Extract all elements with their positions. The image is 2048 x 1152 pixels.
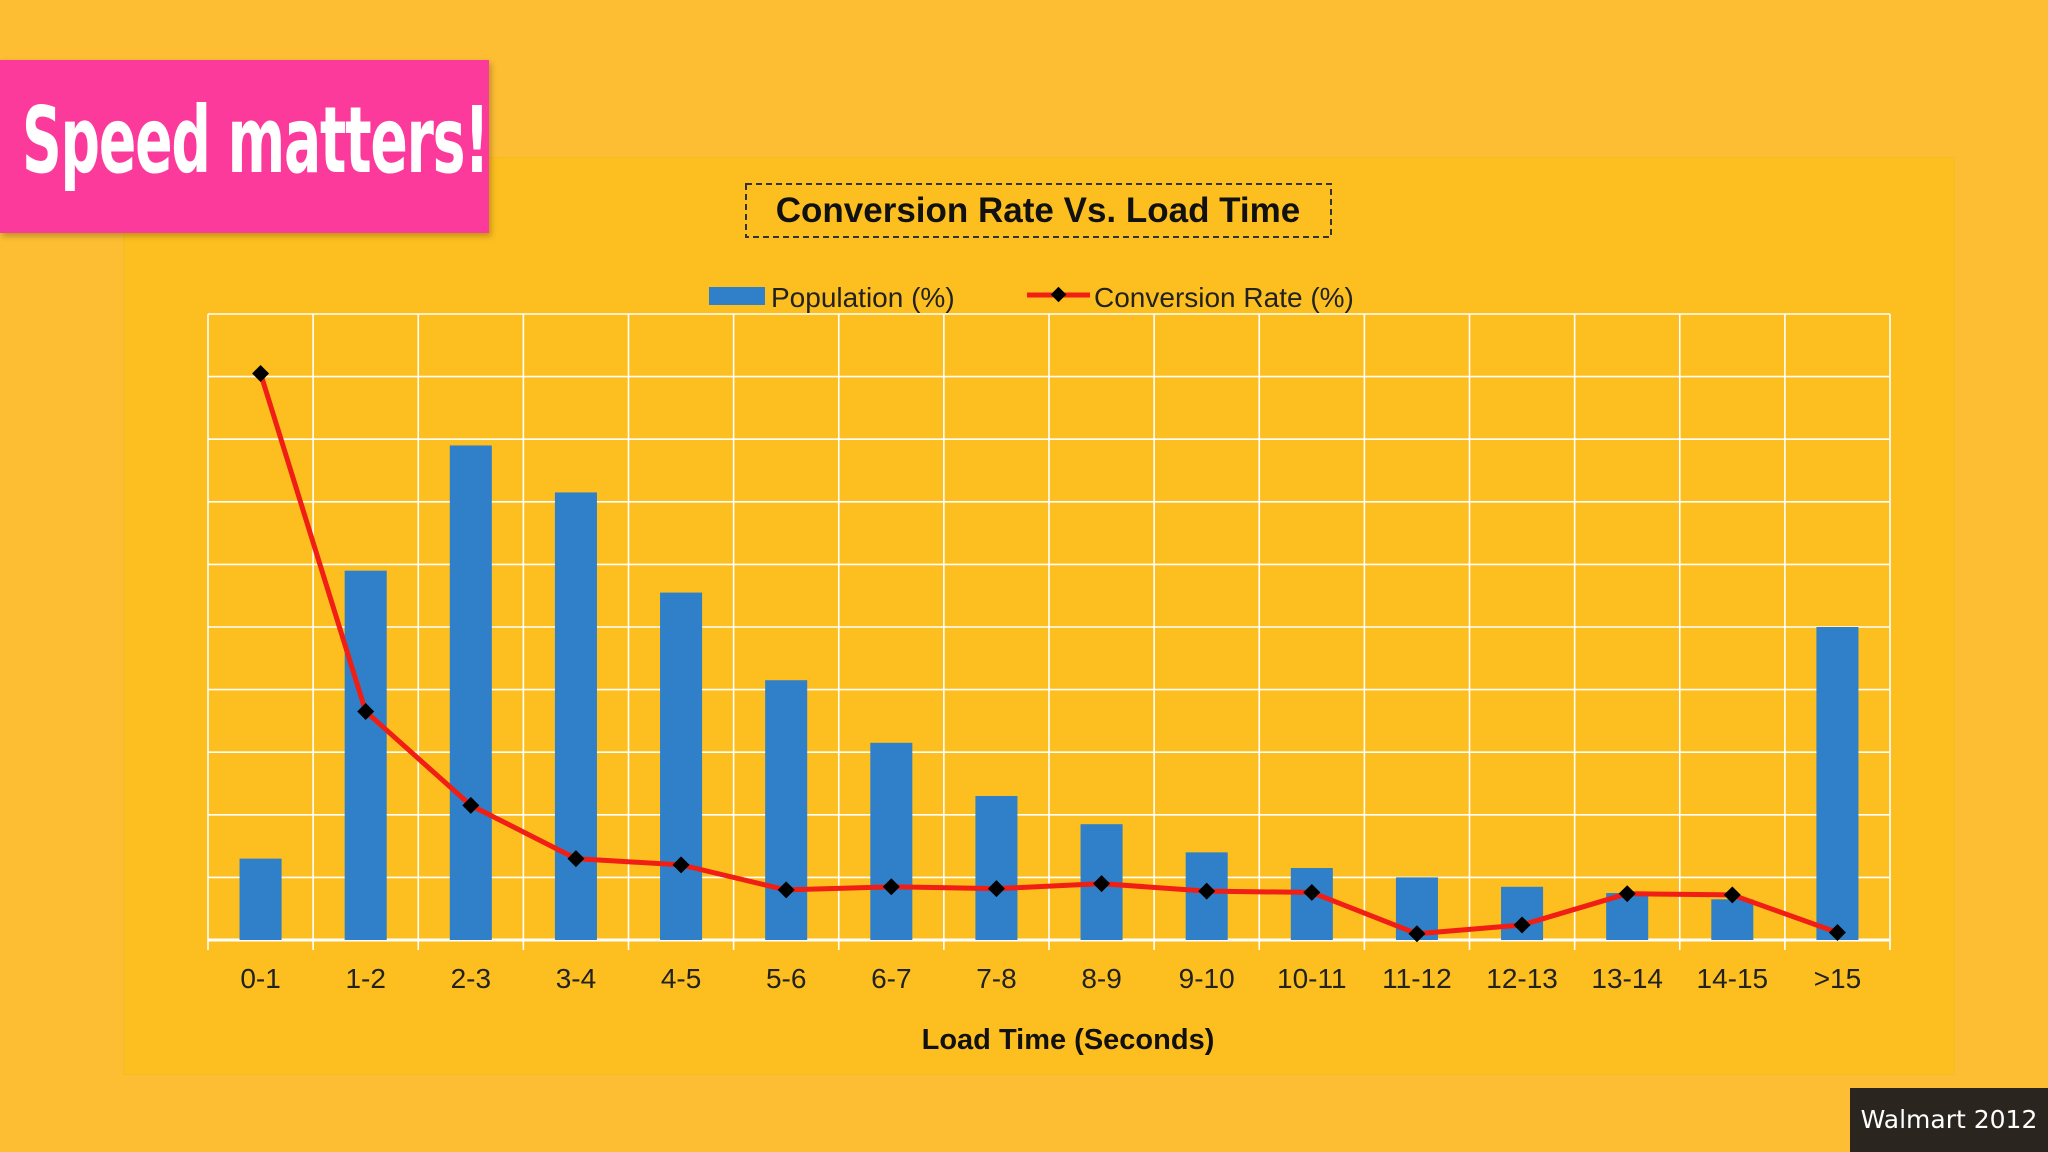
marker->15 xyxy=(1828,924,1846,941)
marker-10-11 xyxy=(1303,883,1321,901)
x-tick-label: 10-11 xyxy=(1277,963,1347,994)
bar->15 xyxy=(1816,627,1859,940)
x-tick-label: 1-2 xyxy=(345,963,385,994)
marker-7-8 xyxy=(987,880,1005,898)
chart-title: Conversion Rate Vs. Load Time xyxy=(776,191,1301,230)
chart-panel xyxy=(124,158,1954,1074)
conversion-rate-line xyxy=(258,372,1839,937)
marker-9-10 xyxy=(1198,882,1216,900)
marker-3-4 xyxy=(567,850,585,868)
x-tick-label: 5-6 xyxy=(766,963,806,994)
x-tick-label: 4-5 xyxy=(661,963,701,994)
bar-0-1 xyxy=(239,858,282,940)
line-series xyxy=(252,364,1846,943)
bar-14-15 xyxy=(1711,899,1754,940)
x-tick-label: 2-3 xyxy=(451,963,491,994)
x-tick-label: 8-9 xyxy=(1081,963,1121,994)
x-tick-label: 6-7 xyxy=(871,963,911,994)
bar-10-11 xyxy=(1290,868,1333,940)
bar-1-2 xyxy=(344,570,387,940)
x-tick-label: 14-15 xyxy=(1697,963,1769,994)
legend-marker xyxy=(1050,286,1067,303)
x-axis-label: Load Time (Seconds) xyxy=(922,1024,1215,1056)
bar-5-6 xyxy=(765,680,808,940)
chart-title-frame xyxy=(745,183,1332,238)
legend-label-conversion: Conversion Rate (%) xyxy=(1094,282,1354,313)
marker-8-9 xyxy=(1093,875,1111,893)
bar-6-7 xyxy=(870,742,913,940)
legend: Population (%) Conversion Rate (%) xyxy=(709,282,1354,313)
bar-4-5 xyxy=(660,592,703,940)
marker-6-7 xyxy=(882,878,900,896)
legend-label-population: Population (%) xyxy=(771,282,955,313)
bar-7-8 xyxy=(975,796,1018,940)
marker-5-6 xyxy=(777,881,795,899)
marker-4-5 xyxy=(672,856,690,874)
bar-2-3 xyxy=(449,445,492,940)
marker-11-12 xyxy=(1408,925,1426,943)
x-tick-label: 12-13 xyxy=(1486,963,1558,994)
x-tick-label: 9-10 xyxy=(1179,963,1235,994)
marker-1-2 xyxy=(357,703,375,720)
legend-bar-swatch xyxy=(709,287,765,305)
source-badge: Walmart 2012 xyxy=(1850,1088,2048,1152)
x-tick-label: 3-4 xyxy=(556,963,596,994)
x-tick-label: >15 xyxy=(1814,963,1862,994)
marker-14-15 xyxy=(1723,886,1741,904)
slide-title-box xyxy=(0,60,489,233)
x-tick-label: 13-14 xyxy=(1591,963,1663,994)
marker-12-13 xyxy=(1513,916,1531,934)
marker-13-14 xyxy=(1618,885,1636,903)
bar-series xyxy=(239,445,1859,940)
bar-3-4 xyxy=(554,492,597,940)
x-tick-label: 0-1 xyxy=(240,963,280,994)
marker-0-1 xyxy=(252,364,270,382)
marker-2-3 xyxy=(462,796,480,814)
x-tick-label: 11-12 xyxy=(1382,963,1452,994)
x-tick-labels: 0-1 1-2 2-3 3-4 4-5 5-6 6-7 7-8 8-9 9-10 10-11 11-1… xyxy=(240,963,1861,994)
slide-title: Speed matters! xyxy=(22,87,490,194)
x-tick-label: 7-8 xyxy=(976,963,1016,994)
